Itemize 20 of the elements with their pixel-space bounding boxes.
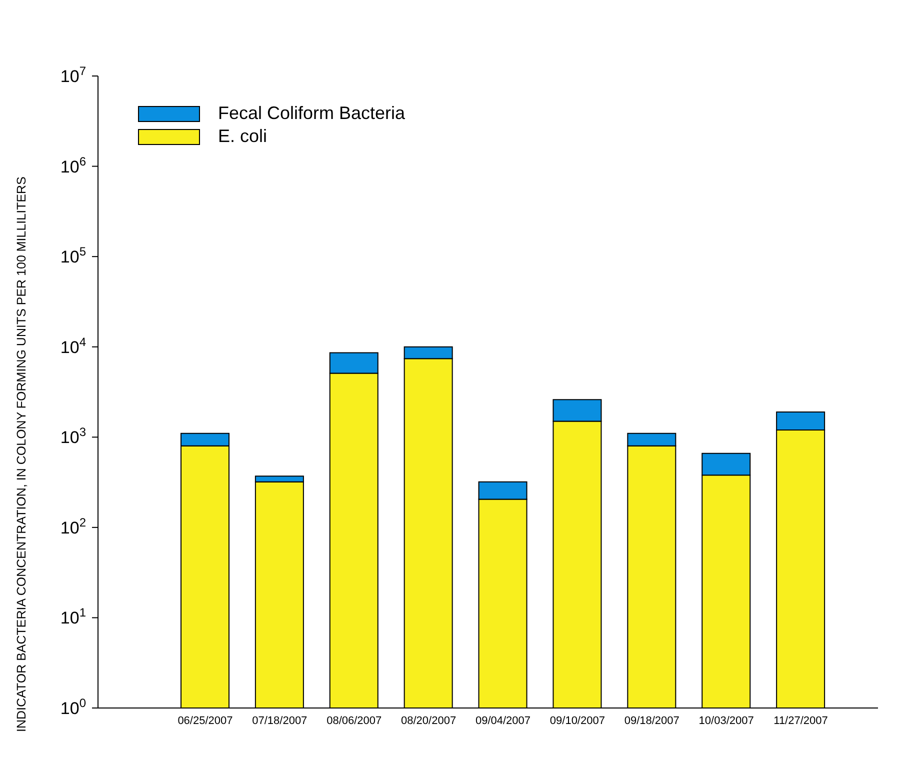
x-tick-label: 08/06/2007 — [326, 714, 382, 727]
y-tick-label: 10$^{6}$ — [60, 154, 86, 176]
x-tick-label: 11/27/2007 — [774, 714, 828, 727]
x-tick-label: 09/18/2007 — [624, 714, 680, 727]
y-tick-label: 10$^{4}$ — [60, 334, 86, 357]
x-tick-label: 10/03/2007 — [698, 714, 754, 727]
y-tick-label: 10$^{0}$ — [60, 696, 86, 718]
x-tick-label: 09/04/2007 — [475, 714, 531, 727]
x-tick-label: 09/10/2007 — [550, 714, 605, 727]
legend-label: Fecal Coliform Bacteria — [218, 103, 406, 124]
x-tick-label: 06/25/2007 — [178, 714, 233, 727]
x-tick-label: 08/20/2007 — [401, 714, 456, 727]
y-axis-title: INDICATOR BACTERIA CONCENTRATION, IN COLONY FORMING UNITS PER 100 MILLILITERS — [14, 176, 28, 732]
x-tick-label: 07/18/2007 — [252, 714, 308, 727]
y-tick-label: 10$^{1}$ — [60, 606, 86, 628]
y-tick-label: 10$^{2}$ — [60, 515, 86, 538]
y-tick-label: 10$^{7}$ — [60, 64, 86, 86]
y-tick-label: 10$^{3}$ — [60, 425, 86, 448]
y-tick-label: 10$^{5}$ — [60, 244, 86, 267]
legend-label: E. coli — [218, 126, 268, 147]
